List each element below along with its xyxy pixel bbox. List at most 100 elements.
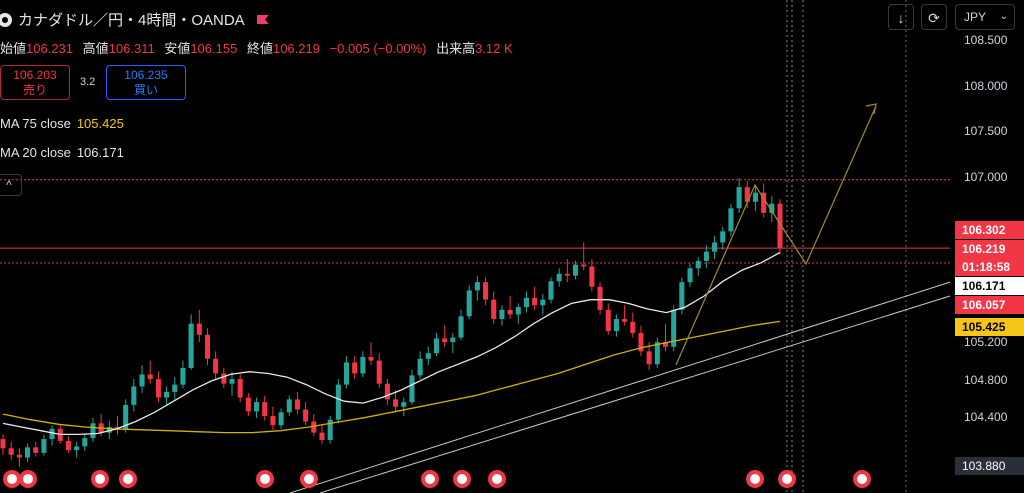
low-value: 106.155	[190, 41, 238, 56]
download-icon[interactable]: ↓	[888, 4, 914, 30]
ma20-value: 106.171	[76, 145, 124, 160]
sell-button[interactable]: 106.203 売り	[0, 65, 70, 100]
candle-body	[630, 321, 636, 333]
open-label: 始値	[0, 41, 27, 56]
candle-body	[147, 374, 153, 380]
candle-body	[352, 362, 358, 374]
candle-body	[229, 379, 235, 384]
buy-button[interactable]: 106.235 買い	[106, 65, 186, 100]
candle-body	[139, 374, 145, 387]
candle-body	[343, 362, 350, 385]
symbol-title-text: カナダドル／円・4時間・OANDA	[18, 12, 245, 29]
high-label: 高値	[82, 41, 109, 56]
price-tag: 106.171	[955, 277, 1024, 295]
axis-tick: 107.000	[964, 170, 1008, 184]
change-value: −0.005 (−0.00%)	[329, 41, 427, 56]
chevron-down-icon: ⌄	[999, 11, 1008, 22]
candle-body	[433, 338, 440, 354]
candle-body	[106, 427, 112, 433]
candle-body	[303, 409, 309, 422]
candle-body	[270, 415, 276, 426]
candle-body	[564, 273, 570, 276]
axis-tick: 108.000	[964, 79, 1008, 93]
ma75-value: 105.425	[76, 116, 124, 131]
candle-body	[662, 342, 669, 347]
candle-body	[556, 273, 562, 282]
candle-body	[237, 379, 243, 398]
candle-body	[491, 299, 497, 320]
open-value: 106.231	[26, 41, 74, 56]
axis-tick: 104.400	[964, 410, 1008, 424]
candle-body	[687, 268, 693, 283]
candle-body	[196, 323, 202, 335]
event-marker-inner	[260, 474, 270, 484]
candle-body	[507, 309, 513, 315]
candle-body	[82, 438, 88, 447]
close-value: 106.219	[272, 41, 320, 56]
candle-body	[679, 282, 685, 310]
candle-body	[442, 338, 448, 343]
candle-body	[523, 297, 529, 308]
candle-body	[515, 307, 521, 315]
trend-line-lower	[319, 295, 951, 493]
event-marker-inner	[304, 474, 314, 484]
ma75-line	[2, 320, 781, 434]
event-marker-inner	[7, 474, 17, 484]
price-tag: 106.057	[955, 296, 1024, 314]
candle-body	[311, 421, 317, 433]
price-tag: 105.425	[955, 318, 1024, 336]
axis-tick: 108.500	[964, 33, 1008, 47]
refresh-icon[interactable]: ⟳	[921, 4, 947, 30]
candle-body	[744, 187, 750, 202]
candle-body	[25, 447, 31, 458]
event-marker-inner	[425, 474, 435, 484]
price-tag: 106.302	[955, 221, 1024, 239]
candle-body	[540, 299, 546, 306]
event-marker-inner	[782, 474, 792, 484]
candle-body	[294, 399, 300, 410]
indicator-ma75[interactable]: MA 75 close 105.425	[0, 116, 124, 131]
candle-body	[417, 358, 423, 376]
candle-body	[319, 432, 325, 440]
candle-body	[65, 440, 71, 451]
candle-body	[703, 251, 709, 261]
collapse-legend-button[interactable]: ^	[0, 174, 22, 196]
candle-body	[245, 397, 251, 412]
candle-body	[368, 356, 374, 361]
ohlc-legend: 始値106.231 高値106.311 安値106.155 終値106.219 …	[0, 38, 519, 57]
candle-body	[393, 399, 399, 407]
flag-icon[interactable]	[256, 15, 269, 24]
candle-body	[41, 439, 47, 453]
candle-body	[74, 446, 80, 451]
candle-body	[450, 337, 456, 343]
axis-tick: 107.500	[964, 124, 1008, 138]
indicator-ma20[interactable]: MA 20 close 106.171	[0, 145, 124, 160]
candle-body	[597, 286, 603, 310]
candle-body	[33, 447, 39, 453]
candle-body	[671, 309, 677, 347]
candle-body	[581, 264, 587, 267]
candle-body	[532, 297, 538, 306]
candle-body	[131, 386, 137, 405]
event-marker-inner	[123, 474, 133, 484]
ma75-label: MA 75 close	[0, 116, 71, 131]
candle-body	[777, 203, 783, 249]
candle-body	[499, 309, 505, 320]
candle-body	[646, 351, 652, 365]
candle-body	[0, 439, 6, 449]
event-marker-inner	[857, 474, 867, 484]
trend-line-upper	[289, 281, 951, 493]
event-marker-inner	[492, 474, 502, 484]
candle-body	[458, 316, 464, 338]
candle-body	[409, 375, 415, 403]
candle-body	[572, 264, 579, 276]
candle-body	[761, 192, 767, 213]
price-axis[interactable]: 108.500 108.000 107.500 107.000 105.200 …	[950, 0, 1024, 493]
candle-body	[180, 367, 186, 385]
candle-body	[8, 448, 14, 455]
symbol-title[interactable]: カナダドル／円・4時間・OANDA	[0, 9, 269, 30]
currency-select[interactable]: JPY ⌄	[955, 4, 1015, 30]
candle-body	[360, 356, 366, 374]
volume-label: 出来高	[436, 41, 476, 56]
